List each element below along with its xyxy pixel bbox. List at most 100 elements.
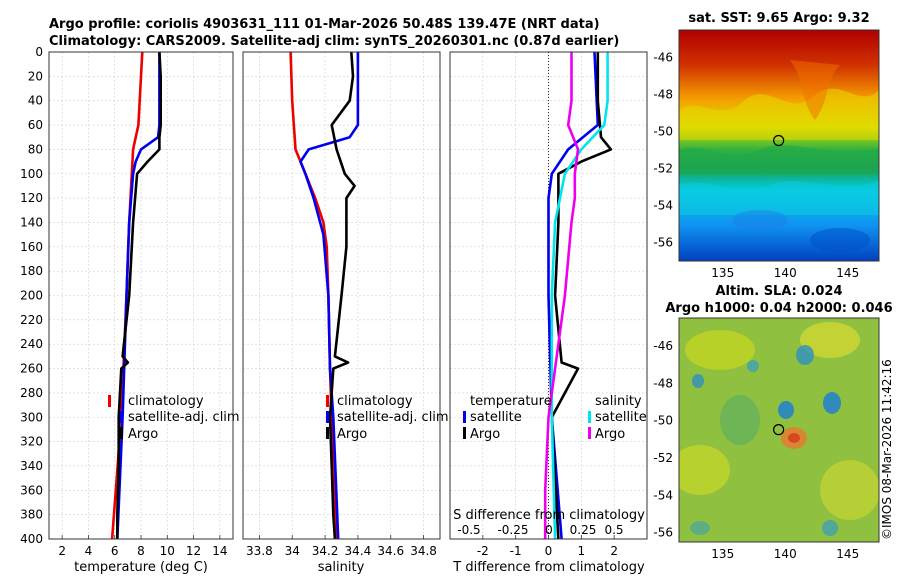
series-line-argo bbox=[328, 51, 356, 540]
map-x-tick-label: 140 bbox=[774, 547, 797, 561]
legend-swatch-satellite bbox=[326, 411, 329, 423]
temperature-legend: climatology satellite-adj. clim Argo bbox=[108, 394, 240, 442]
legend-swatch-argo bbox=[326, 427, 329, 439]
x-tick-label: 1 bbox=[578, 544, 586, 558]
argo-float-marker bbox=[773, 134, 785, 147]
sla-eddies bbox=[679, 322, 879, 536]
temperature-panel: 2 4 6 8 10 12 14020406080100120140160180200220… bbox=[20, 45, 234, 558]
sla-map bbox=[678, 317, 880, 543]
x-tick-label: -1 bbox=[510, 544, 522, 558]
legend-label-argo: Argo bbox=[128, 427, 158, 442]
series-line-s-argo bbox=[543, 52, 580, 539]
legend-label-s-satellite: satellite bbox=[595, 410, 647, 425]
x-tick-label: 2 bbox=[610, 544, 618, 558]
map-y-tick-label: -48 bbox=[653, 88, 673, 102]
legend-swatch-climatology bbox=[326, 395, 329, 407]
y-tick-label: 20 bbox=[28, 69, 43, 83]
s-tick: 0 bbox=[545, 523, 553, 537]
x-tick-label: 2 bbox=[58, 544, 66, 558]
x-tick-label: 34.4 bbox=[345, 544, 372, 558]
difference-panel: -2 -1 0 1 2 bbox=[449, 51, 648, 558]
sst-map bbox=[678, 29, 880, 262]
map-y-tick-label: -50 bbox=[653, 414, 673, 428]
x-tick-label: 12 bbox=[186, 544, 201, 558]
series-line-satellite-adj-clim bbox=[299, 52, 360, 540]
legend-label-satellite: satellite-adj. clim bbox=[337, 410, 449, 425]
x-tick-label: 10 bbox=[160, 544, 175, 558]
y-tick-label: 360 bbox=[20, 483, 43, 497]
sst-eddies bbox=[679, 60, 879, 252]
map-x-tick-label: 135 bbox=[711, 266, 734, 280]
legend-label-climatology: climatology bbox=[128, 394, 204, 409]
imos-watermark: ©IMOS 08-Mar-2026 11:42:16 bbox=[880, 359, 894, 540]
difference-xlabel: T difference from climatology bbox=[452, 560, 645, 575]
legend-label-t-argo: Argo bbox=[470, 427, 500, 442]
map-x-tick-label: 140 bbox=[774, 266, 797, 280]
x-tick-label: 8 bbox=[137, 544, 145, 558]
x-tick-label: 34 bbox=[285, 544, 300, 558]
figure-title-line1: Argo profile: coriolis 4903631_111 01-Ma… bbox=[49, 17, 600, 32]
map-y-tick-label: -56 bbox=[653, 526, 673, 540]
s-difference-ticks: -0.5 -0.25 0 0.25 0.5 bbox=[457, 523, 623, 537]
sla-map-subtitle: Argo h1000: 0.04 h2000: 0.046 bbox=[665, 301, 892, 316]
s-difference-label: S difference from climatology bbox=[453, 508, 645, 523]
y-tick-label: 380 bbox=[20, 508, 43, 522]
figure-title-line2: Climatology: CARS2009. Satellite-adj cli… bbox=[49, 34, 619, 49]
x-tick-label: 0 bbox=[545, 544, 553, 558]
y-tick-label: 180 bbox=[20, 264, 43, 278]
sla-map-title: Altim. SLA: 0.024 bbox=[716, 284, 843, 299]
map-y-tick-label: -50 bbox=[653, 125, 673, 139]
legend-label-s-argo: Argo bbox=[595, 427, 625, 442]
legend-label-argo: Argo bbox=[337, 427, 367, 442]
y-tick-label: 220 bbox=[20, 313, 43, 327]
map-y-tick-label: -54 bbox=[653, 488, 673, 502]
legend-label-satellite: satellite-adj. clim bbox=[128, 410, 240, 425]
map-x-tick-label: 145 bbox=[836, 266, 859, 280]
salinity-legend: climatology satellite-adj. clim Argo bbox=[326, 394, 449, 442]
y-tick-label: 200 bbox=[20, 289, 43, 303]
y-tick-label: 80 bbox=[28, 142, 43, 156]
legend-swatch-argo bbox=[120, 427, 123, 439]
y-tick-label: 240 bbox=[20, 337, 43, 351]
s-tick: 0.5 bbox=[604, 523, 623, 537]
salinity-xlabel: salinity bbox=[318, 560, 365, 575]
series-line-s-satellite bbox=[550, 52, 609, 540]
map-x-tick-label: 135 bbox=[711, 547, 734, 561]
map-y-tick-label: -56 bbox=[653, 236, 673, 250]
y-tick-label: 260 bbox=[20, 362, 43, 376]
y-tick-label: 100 bbox=[20, 167, 43, 181]
legend-swatch-climatology bbox=[108, 395, 111, 407]
y-tick-label: 120 bbox=[20, 191, 43, 205]
legend-swatch-s-satellite bbox=[588, 411, 591, 423]
legend-swatch-t-argo bbox=[463, 427, 466, 439]
x-tick-label: 34.8 bbox=[410, 544, 437, 558]
s-tick: -0.25 bbox=[497, 523, 528, 537]
y-tick-label: 340 bbox=[20, 459, 43, 473]
legend-label-climatology: climatology bbox=[337, 394, 413, 409]
legend-swatch-t-satellite bbox=[463, 411, 466, 423]
map-y-tick-label: -46 bbox=[653, 51, 673, 65]
plot-frame bbox=[242, 51, 441, 540]
y-tick-label: 320 bbox=[20, 435, 43, 449]
legend-title-temperature: temperature bbox=[470, 394, 552, 409]
y-tick-label: 40 bbox=[28, 94, 43, 108]
legend-label-t-satellite: satellite bbox=[470, 410, 522, 425]
x-tick-label: 33.8 bbox=[246, 544, 273, 558]
x-tick-label: 34.2 bbox=[312, 544, 339, 558]
s-tick: -0.5 bbox=[457, 523, 480, 537]
x-tick-label: 34.6 bbox=[377, 544, 404, 558]
map-y-tick-label: -48 bbox=[653, 376, 673, 390]
y-tick-label: 0 bbox=[35, 45, 43, 59]
y-tick-label: 140 bbox=[20, 215, 43, 229]
sst-map-title: sat. SST: 9.65 Argo: 9.32 bbox=[688, 11, 869, 26]
s-tick: 0.25 bbox=[570, 523, 597, 537]
salinity-panel: 33.8 34 34.2 34.4 34.6 34.8 bbox=[242, 51, 441, 558]
y-tick-label: 280 bbox=[20, 386, 43, 400]
x-tick-label: 14 bbox=[212, 544, 227, 558]
x-tick-label: 4 bbox=[85, 544, 93, 558]
map-y-tick-label: -46 bbox=[653, 339, 673, 353]
y-tick-label: 60 bbox=[28, 118, 43, 132]
map-axes: 135 140 145 -46 -48 -50 -52 -54 -56 135 140 145 -46 -… bbox=[653, 51, 859, 561]
temperature-xlabel: temperature (deg C) bbox=[74, 560, 208, 575]
